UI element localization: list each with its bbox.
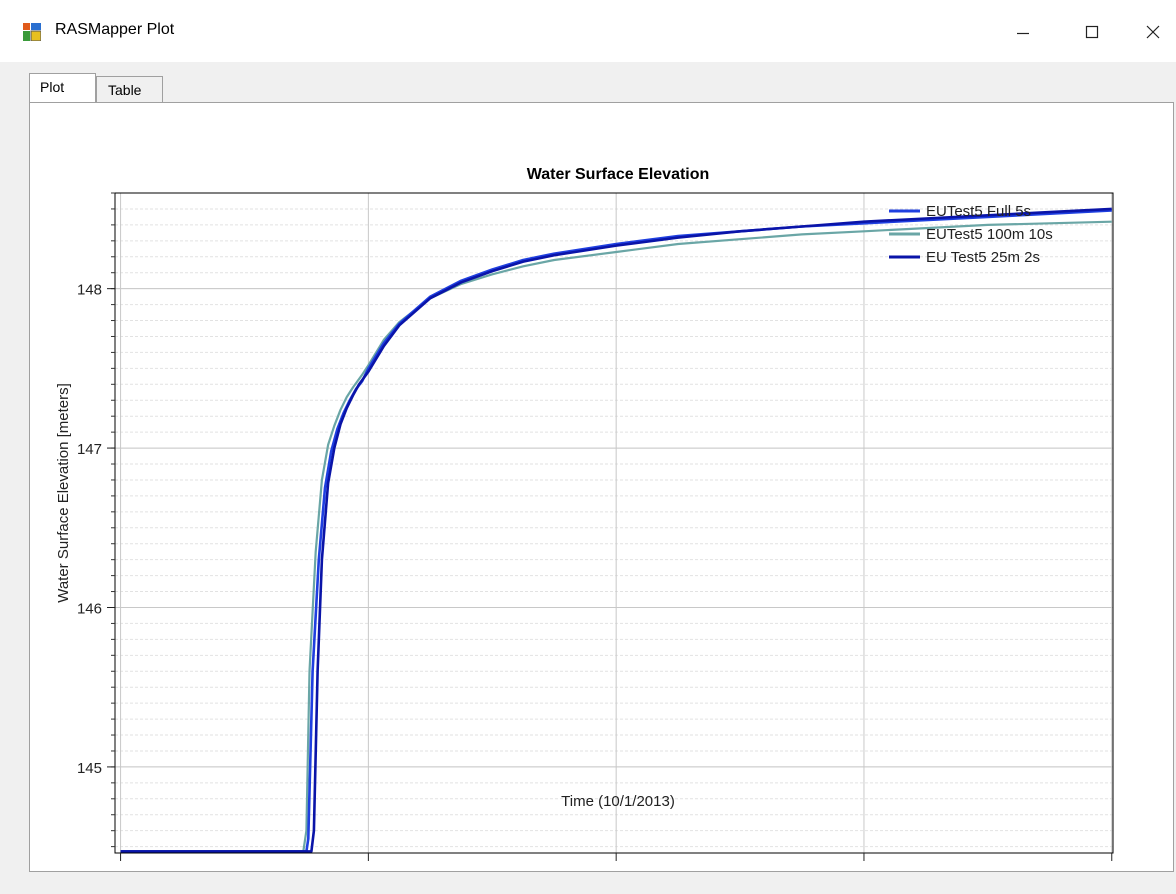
x-tick-labels: 01Oct2013 01Oct2013 0400 01Oct2013 0800 01O… — [84, 870, 1167, 871]
water-surface-elevation-chart[interactable]: 01Oct2013 01Oct2013 0400 01Oct2013 0800 01O… — [30, 103, 1173, 871]
minimize-icon — [1017, 32, 1029, 35]
series-line-3 — [120, 207, 1112, 853]
tab-plot[interactable]: Plot — [29, 73, 96, 102]
close-icon — [1146, 25, 1160, 39]
x-tick-label: 01Oct2013 1600 — [1056, 870, 1167, 871]
x-tick-label: 01Oct2013 1200 — [808, 870, 919, 871]
legend-label-1: EUTest5 Full 5s — [926, 203, 1031, 220]
y-tick-label: 146 — [77, 600, 102, 617]
y-tick-labels: 145 146 147 148 — [77, 282, 102, 777]
x-tick-label: 01Oct2013 — [84, 870, 157, 871]
x-axis-label: Time (10/1/2013) — [561, 793, 675, 810]
minimize-button[interactable] — [1000, 14, 1046, 50]
legend-label-2: EUTest5 100m 10s — [926, 226, 1053, 243]
major-gridlines — [115, 193, 1113, 853]
y-tick-label: 145 — [77, 760, 102, 777]
x-tick-label: 01Oct2013 0400 — [313, 870, 424, 871]
tab-table-label: Table — [108, 82, 142, 98]
maximize-icon — [1085, 25, 1099, 39]
rasmapper-app-icon — [23, 23, 41, 41]
chart-title: Water Surface Elevation — [527, 166, 710, 183]
plot-area-frame — [114, 192, 1114, 854]
window-client-area: Plot Table 01Oct201301Oct2013 040001Oct2… — [0, 62, 1176, 894]
axis-ticks — [107, 192, 1113, 861]
y-axis-label: Water Surface Elevation [meters] — [55, 383, 72, 603]
y-tick-label: 147 — [77, 441, 102, 458]
tab-table[interactable]: Table — [96, 76, 163, 102]
tab-plot-label: Plot — [40, 79, 65, 95]
legend: EUTest5 Full 5s EUTest5 100m 10s EU Test5 … — [889, 203, 1053, 266]
x-tick-label: 01Oct2013 0800 — [561, 870, 672, 871]
maximize-button[interactable] — [1069, 14, 1115, 50]
window-title: RASMapper Plot — [55, 21, 175, 38]
y-tick-label: 148 — [77, 282, 102, 299]
window-titlebar: RASMapper Plot — [0, 0, 1176, 62]
minor-gridlines — [115, 192, 1113, 848]
series-lines — [120, 207, 1112, 853]
close-button[interactable] — [1130, 14, 1176, 50]
plot-panel: 01Oct2013 01Oct2013 0400 01Oct2013 0800 01O… — [29, 102, 1174, 872]
legend-label-3: EU Test5 25m 2s — [926, 249, 1040, 266]
